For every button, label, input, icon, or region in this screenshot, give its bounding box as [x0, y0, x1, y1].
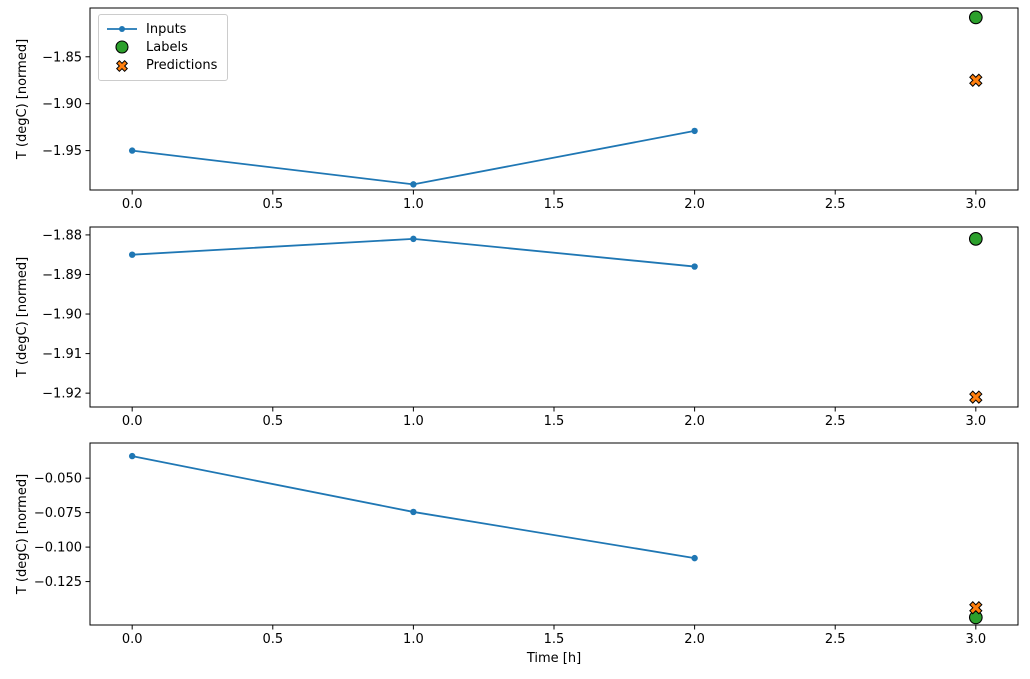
- legend: Inputs Labels Predictions: [98, 14, 229, 81]
- subplot-2-y-tick-label: −1.90: [42, 308, 82, 323]
- subplot-1-x-tick-label: 2.0: [684, 197, 705, 212]
- legend-inputs-dot: [119, 26, 125, 33]
- subplot-1-x-tick-label: 1.5: [544, 197, 565, 212]
- subplot-3-x-tick-label: 2.0: [684, 632, 705, 647]
- inputs-line-icon: [107, 26, 137, 33]
- subplot-3-inputs-point: [128, 452, 136, 460]
- subplot-2-x-tick-label: 1.5: [544, 414, 565, 429]
- subplot-2-axes: [89, 226, 1019, 408]
- subplot-2-y-tick-label: −1.91: [42, 347, 82, 362]
- legend-predictions-x: [115, 59, 129, 72]
- subplot-3-inputs-point: [691, 554, 698, 562]
- subplot-1-x-tick-label: 0.0: [122, 197, 143, 212]
- subplot-1-y-tick-label: −1.95: [42, 144, 82, 159]
- subplot-1-x-tick-label: 3.0: [965, 197, 986, 212]
- subplot-1-inputs-point: [128, 147, 136, 154]
- subplot-3-predictions-marker: [969, 601, 983, 615]
- legend-label-predictions: Predictions: [146, 58, 218, 74]
- subplot-2-x-tick-label: 2.5: [825, 414, 846, 429]
- x-axis-label: Time [h]: [526, 651, 582, 666]
- y-axis-label-subplot-2: T (degC) [normed]: [15, 256, 30, 378]
- subplot-1-predictions-marker: [969, 73, 983, 87]
- subplot-1-y-tick-label: −1.85: [42, 50, 82, 65]
- subplot-3-x-tick-label: 0.5: [262, 632, 283, 647]
- subplot-2-x-tick-label: 0.0: [122, 414, 143, 429]
- subplot-1-x-tick-label: 2.5: [825, 197, 846, 212]
- subplot-3-x-tick-label: 3.0: [965, 632, 986, 647]
- legend-label-labels: Labels: [146, 39, 188, 55]
- subplot-2-x-tick-label: 0.5: [262, 414, 283, 429]
- subplot-3-x-tick-label: 2.5: [825, 632, 846, 647]
- subplot-2-inputs-point: [691, 263, 698, 270]
- subplot-1-inputs-point: [691, 127, 698, 135]
- y-axis-label-subplot-1: T (degC) [normed]: [15, 38, 30, 160]
- subplot-2-inputs-point: [128, 251, 136, 258]
- legend-item-predictions: Predictions: [105, 57, 217, 75]
- subplot-1-x-tick-label: 0.5: [262, 197, 283, 212]
- legend-item-inputs: Inputs: [105, 20, 217, 38]
- subplot-2-x-tick-label: 2.0: [684, 414, 705, 429]
- subplot-1-x-tick-label: 1.0: [403, 197, 424, 212]
- subplot-3-x-tick-label: 1.0: [403, 632, 424, 647]
- subplot-3-y-tick-label: −0.125: [34, 575, 82, 590]
- subplot-1-inputs-line: [132, 130, 695, 186]
- legend-labels-circle: [115, 40, 129, 55]
- labels-circle-icon: [115, 40, 129, 55]
- legend-item-labels: Labels: [105, 38, 217, 56]
- subplot-2-y-tick-label: −1.92: [42, 387, 82, 402]
- subplot-3-inputs-point: [410, 508, 417, 516]
- subplot-3-axes: [89, 442, 1019, 626]
- subplot-2-inputs-line: [132, 237, 695, 268]
- y-axis-label-subplot-3: T (degC) [normed]: [15, 473, 30, 595]
- subplot-1-labels-marker: [968, 10, 983, 25]
- subplot-2-inputs-point: [410, 235, 417, 243]
- subplot-2-x-tick-label: 1.0: [403, 414, 424, 429]
- subplot-2-x-tick-label: 3.0: [965, 414, 986, 429]
- subplot-3-inputs-line: [132, 455, 695, 560]
- predictions-x-icon: [115, 59, 129, 72]
- subplot-2-y-tick-label: −1.89: [42, 268, 82, 283]
- subplot-2-y-tick-label: −1.88: [42, 228, 82, 243]
- subplot-1-y-tick-label: −1.90: [42, 97, 82, 112]
- subplot-3-x-tick-label: 1.5: [544, 632, 565, 647]
- subplot-2-predictions-marker: [969, 390, 983, 404]
- subplot-3-y-tick-label: −0.075: [34, 506, 82, 521]
- subplot-1-inputs-point: [410, 181, 417, 188]
- subplot-3-x-tick-label: 0.0: [122, 632, 143, 647]
- subplot-3-y-tick-label: −0.100: [34, 541, 82, 556]
- subplot-2-labels-marker: [968, 232, 983, 246]
- legend-label-inputs: Inputs: [146, 21, 187, 37]
- subplot-3-y-tick-label: −0.050: [34, 472, 82, 487]
